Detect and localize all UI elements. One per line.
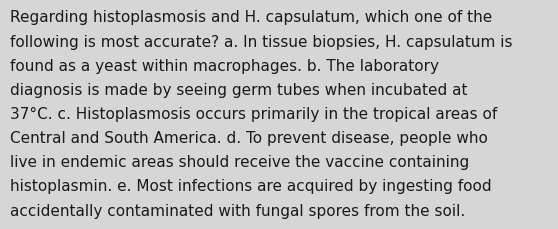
Text: Regarding histoplasmosis and H. capsulatum, which one of the: Regarding histoplasmosis and H. capsulat… (10, 10, 492, 25)
Text: 37°C. c. Histoplasmosis occurs primarily in the tropical areas of: 37°C. c. Histoplasmosis occurs primarily… (10, 106, 497, 121)
Text: following is most accurate? a. In tissue biopsies, H. capsulatum is: following is most accurate? a. In tissue… (10, 34, 513, 49)
Text: diagnosis is made by seeing germ tubes when incubated at: diagnosis is made by seeing germ tubes w… (10, 82, 468, 97)
Text: live in endemic areas should receive the vaccine containing: live in endemic areas should receive the… (10, 155, 469, 169)
Text: histoplasmin. e. Most infections are acquired by ingesting food: histoplasmin. e. Most infections are acq… (10, 179, 492, 194)
Text: Central and South America. d. To prevent disease, people who: Central and South America. d. To prevent… (10, 131, 488, 145)
Text: found as a yeast within macrophages. b. The laboratory: found as a yeast within macrophages. b. … (10, 58, 439, 73)
Text: accidentally contaminated with fungal spores from the soil.: accidentally contaminated with fungal sp… (10, 203, 465, 218)
